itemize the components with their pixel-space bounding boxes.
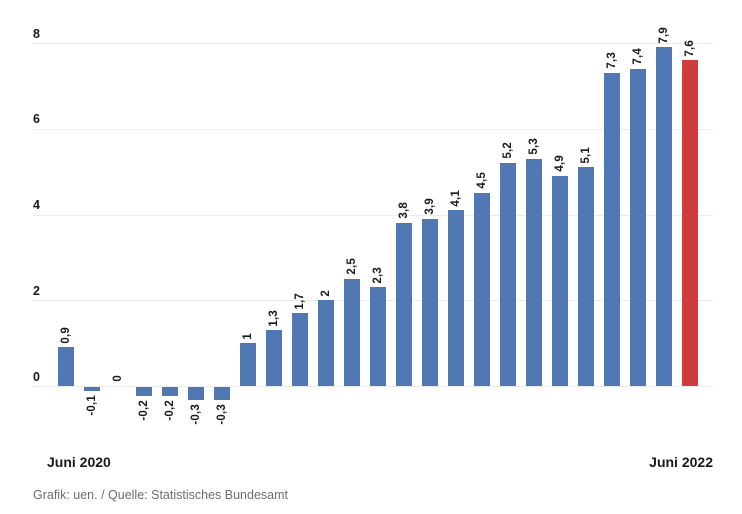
y-gridline bbox=[33, 386, 713, 387]
y-tick-label: 2 bbox=[33, 283, 40, 298]
bar-value-label: 4,9 bbox=[553, 155, 566, 172]
bar bbox=[603, 73, 620, 386]
bar-value-label: 1,3 bbox=[267, 309, 280, 327]
bar bbox=[447, 210, 464, 386]
bar-value-label: -0,2 bbox=[163, 399, 176, 421]
bar bbox=[213, 387, 230, 400]
bar bbox=[421, 218, 438, 386]
bar bbox=[369, 287, 386, 386]
bar bbox=[551, 175, 568, 386]
bar bbox=[291, 313, 308, 386]
bar-value-label: 7,4 bbox=[631, 48, 644, 65]
bar-value-label: 7,3 bbox=[605, 52, 618, 70]
bar-value-label: 7,6 bbox=[683, 39, 696, 57]
y-gridline bbox=[33, 128, 713, 130]
bar-value-label: 3,8 bbox=[397, 202, 410, 220]
bar-value-label: -0,1 bbox=[85, 395, 98, 416]
bar bbox=[57, 347, 74, 386]
bar bbox=[499, 163, 516, 386]
bar-value-label: 5,1 bbox=[579, 146, 592, 164]
y-tick-label: 0 bbox=[33, 369, 40, 384]
bar-value-label: 2,3 bbox=[371, 266, 384, 284]
bar bbox=[187, 387, 204, 400]
bar bbox=[239, 343, 256, 386]
bar-value-label: -0,3 bbox=[215, 403, 228, 425]
x-axis-start-label: Juni 2020 bbox=[47, 454, 111, 470]
chart-source-caption: Grafik: uen. / Quelle: Statistisches Bun… bbox=[33, 488, 288, 502]
bar-value-label: 0,9 bbox=[59, 326, 72, 344]
y-gridline bbox=[33, 214, 713, 216]
y-tick-label: 4 bbox=[33, 198, 40, 212]
bar bbox=[577, 167, 594, 386]
bar-highlighted bbox=[681, 60, 698, 386]
y-gridline bbox=[33, 43, 713, 44]
bar bbox=[525, 158, 542, 386]
bar bbox=[161, 387, 178, 396]
bar-value-label: 5,3 bbox=[527, 138, 540, 155]
bar bbox=[135, 387, 152, 396]
bar-value-label: 4,1 bbox=[449, 189, 462, 207]
bar-value-label: 7,9 bbox=[657, 26, 670, 44]
y-tick-label: 8 bbox=[33, 26, 40, 41]
bar-value-label: 2 bbox=[319, 289, 332, 297]
bar-value-label: 2,5 bbox=[345, 258, 358, 275]
bar-value-label: 3,9 bbox=[423, 198, 436, 215]
bar-value-label: 0 bbox=[111, 375, 124, 382]
bar bbox=[83, 387, 100, 392]
bar-value-label: 1 bbox=[241, 332, 254, 340]
bar-value-label: -0,2 bbox=[137, 399, 150, 421]
bar bbox=[317, 300, 334, 386]
bar bbox=[265, 330, 282, 386]
x-axis-end-label: Juni 2022 bbox=[649, 454, 713, 470]
y-tick-label: 6 bbox=[33, 112, 40, 127]
bar bbox=[395, 223, 412, 386]
bar-value-label: 4,5 bbox=[475, 172, 488, 190]
bar-value-label: 5,2 bbox=[501, 142, 514, 160]
bar bbox=[629, 68, 646, 386]
bar bbox=[655, 47, 672, 386]
bar-value-label: 1,7 bbox=[293, 292, 306, 310]
bar-value-label: -0,3 bbox=[189, 403, 202, 425]
bar bbox=[343, 278, 360, 386]
bar bbox=[473, 193, 490, 386]
